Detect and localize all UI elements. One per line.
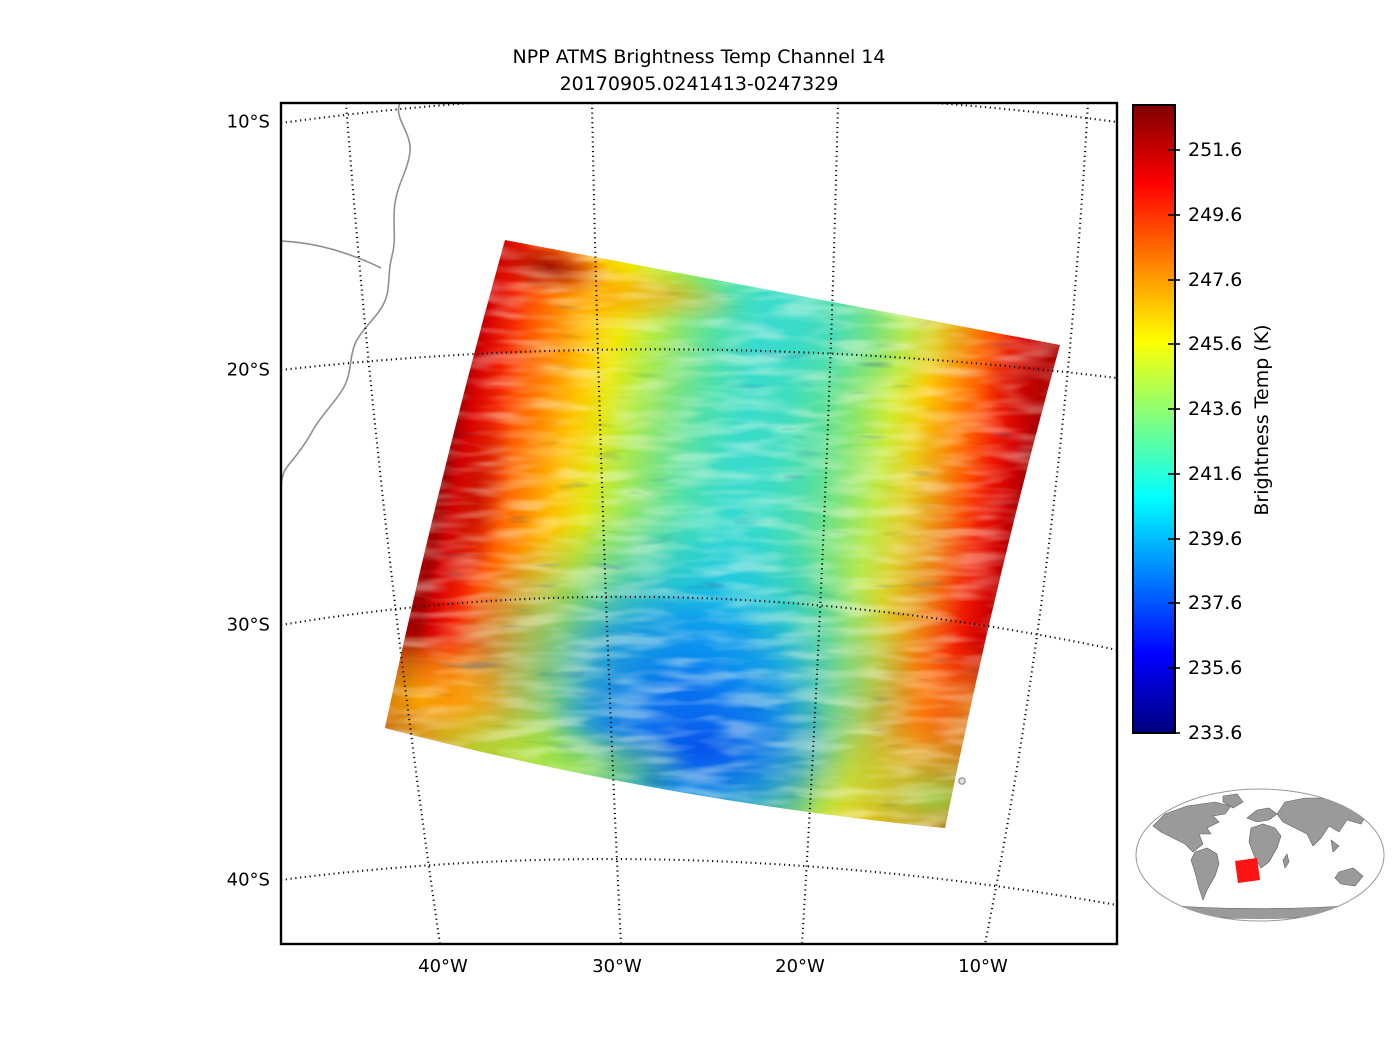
xtick-30w: 30°W	[592, 956, 642, 977]
cbtick-6: 239.6	[1188, 528, 1242, 550]
cbtick-3: 245.6	[1188, 333, 1242, 355]
inset-se-asia	[1330, 839, 1340, 853]
ytick-20s: 20°S	[227, 360, 270, 381]
cbtick-4: 243.6	[1188, 398, 1242, 420]
xtick-20w: 20°W	[775, 956, 825, 977]
inset-greenland	[1222, 793, 1244, 809]
ytick-30s: 30°S	[227, 615, 270, 636]
plot-title: NPP ATMS Brightness Temp Channel 14	[513, 46, 886, 68]
meridian-40w	[345, 104, 441, 943]
parallel-40s	[282, 857, 1116, 906]
cbtick-7: 237.6	[1188, 592, 1242, 614]
graticule	[282, 104, 1116, 943]
cbtick-8: 235.6	[1188, 657, 1242, 679]
colorbar: 251.6 249.6 247.6 245.6 243.6 241.6 239.…	[1132, 104, 1273, 744]
cbtick-2: 247.6	[1188, 269, 1242, 291]
ytick-40s: 40°S	[227, 870, 270, 891]
swath-noise-dark	[385, 240, 1060, 828]
cbtick-0: 251.6	[1188, 139, 1242, 161]
colorbar-tick-marks	[1168, 149, 1180, 734]
inset-north-america	[1152, 801, 1232, 853]
stray-point-marker	[958, 777, 966, 785]
inset-world-map	[1135, 788, 1385, 922]
parallel-10s	[282, 104, 1116, 124]
inset-asia	[1276, 797, 1368, 847]
cbtick-9: 233.6	[1188, 722, 1242, 744]
inset-madagascar	[1282, 853, 1290, 869]
colorbar-axis-label: Brightness Temp (K)	[1251, 324, 1273, 515]
map-area	[282, 104, 1116, 943]
coastline-brazil	[282, 104, 411, 485]
x-axis-ticks: 40°W 30°W 20°W 10°W	[418, 956, 1008, 977]
meridian-10w	[984, 104, 1089, 943]
inset-south-america	[1190, 847, 1220, 901]
inset-swath-footprint	[1235, 858, 1260, 883]
xtick-40w: 40°W	[418, 956, 468, 977]
colorbar-gradient	[1132, 104, 1176, 734]
parallel-20s	[282, 348, 1116, 379]
satellite-swath	[385, 240, 1060, 828]
meridian-30w	[590, 104, 623, 943]
y-axis-ticks: 10°S 20°S 30°S 40°S	[227, 112, 270, 891]
colorbar-tick-labels: 251.6 249.6 247.6 245.6 243.6 241.6 239.…	[1188, 139, 1242, 744]
inset-australia	[1334, 867, 1364, 887]
cbtick-5: 241.6	[1188, 463, 1242, 485]
plot-frame	[279, 101, 1119, 946]
inset-continents	[1152, 793, 1368, 919]
meridian-20w	[801, 104, 840, 943]
cbtick-1: 249.6	[1188, 204, 1242, 226]
xtick-10w: 10°W	[958, 956, 1008, 977]
inset-africa	[1248, 823, 1282, 869]
plot-subtitle: 20170905.0241413-0247329	[560, 73, 839, 95]
ytick-10s: 10°S	[227, 112, 270, 133]
